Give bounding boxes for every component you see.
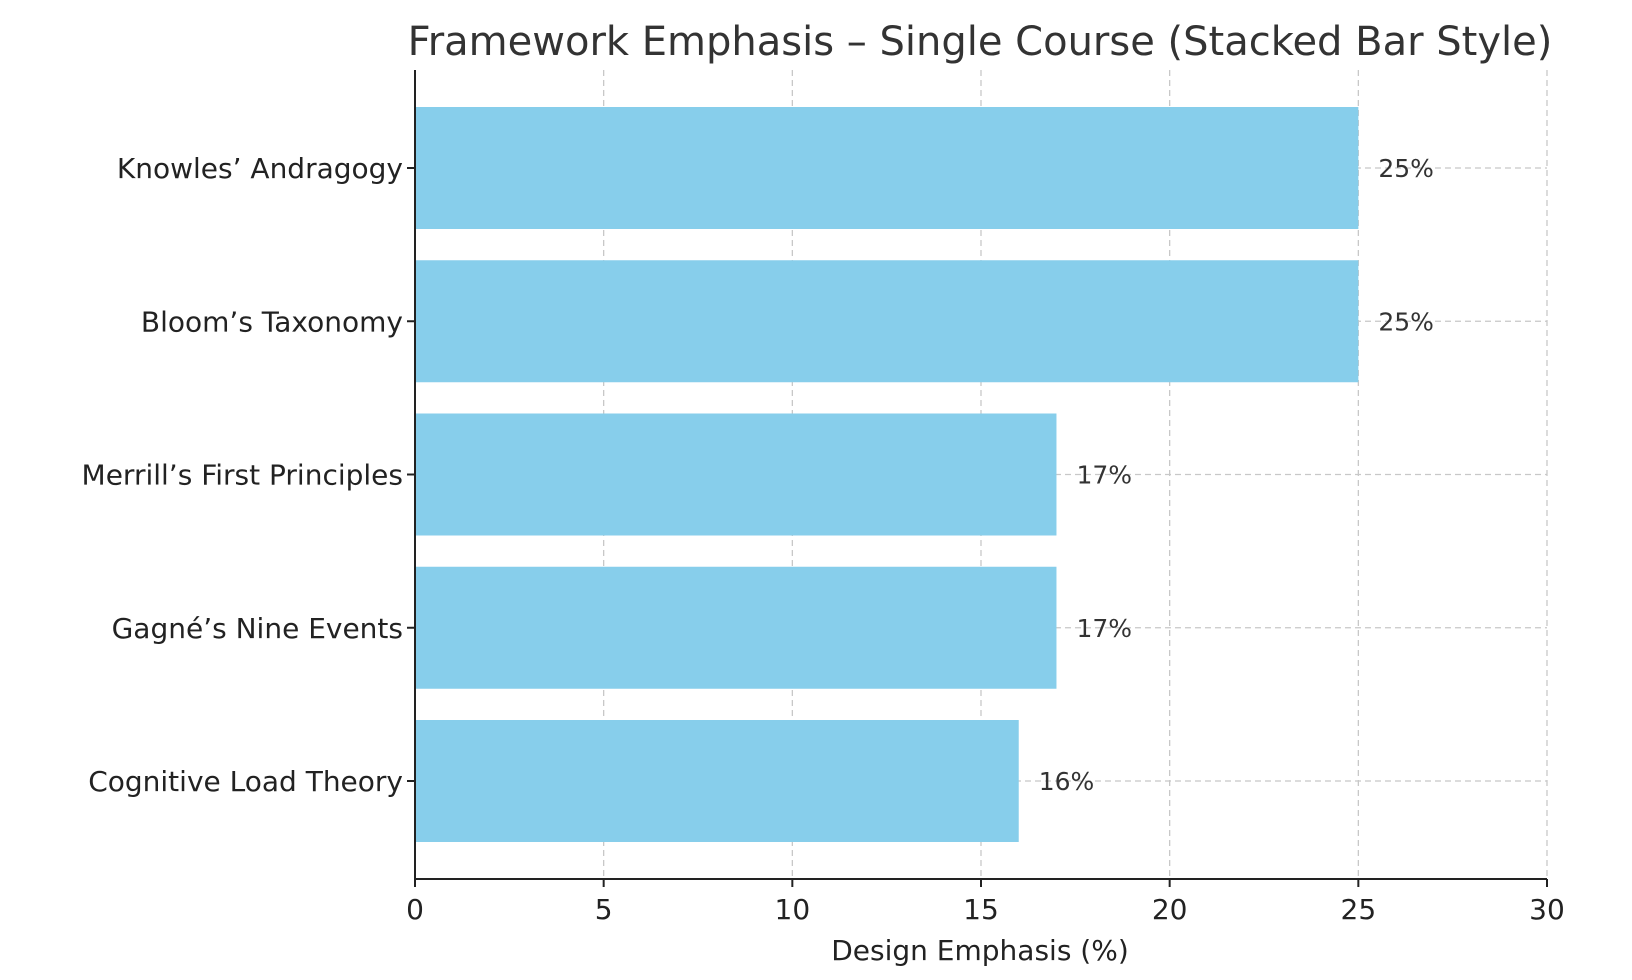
data-label: 25% [1378, 307, 1434, 336]
x-tick-label: 20 [1152, 893, 1188, 926]
bar [415, 566, 1057, 689]
bar [415, 260, 1359, 383]
data-label: 17% [1076, 614, 1132, 643]
labels: 25% Knowles’ Andragogy 25% Bloom’s Taxonomy… [82, 152, 1565, 926]
bar [415, 720, 1019, 842]
category-label: Bloom’s Taxonomy [141, 305, 403, 338]
category-label: Merrill’s First Principles [82, 459, 403, 492]
data-label: 16% [1039, 767, 1095, 796]
axes [407, 70, 1548, 887]
x-tick-label: 25 [1341, 893, 1377, 926]
category-label: Cognitive Load Theory [88, 765, 403, 798]
category-label: Knowles’ Andragogy [117, 152, 403, 185]
chart-title: Framework Emphasis – Single Course (Stac… [408, 19, 1553, 65]
data-label: 17% [1076, 461, 1132, 490]
bar [415, 107, 1359, 229]
bar [415, 413, 1057, 536]
x-tick-label: 5 [595, 893, 613, 926]
x-axis-label: Design Emphasis (%) [831, 934, 1129, 967]
bars [415, 107, 1359, 842]
data-label: 25% [1378, 154, 1434, 183]
x-tick-label: 30 [1529, 893, 1565, 926]
x-tick-label: 15 [963, 893, 999, 926]
category-label: Gagné’s Nine Events [112, 612, 403, 645]
x-tick-label: 10 [775, 893, 811, 926]
x-tick-label: 0 [406, 893, 424, 926]
